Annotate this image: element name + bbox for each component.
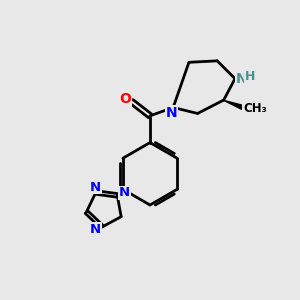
Text: O: O — [120, 92, 132, 106]
Text: N: N — [166, 106, 178, 119]
Text: N: N — [90, 181, 101, 194]
Polygon shape — [224, 100, 246, 111]
Text: CH₃: CH₃ — [243, 102, 267, 115]
Text: N: N — [119, 187, 130, 200]
Text: N: N — [236, 72, 248, 86]
Text: H: H — [245, 70, 255, 83]
Text: N: N — [90, 223, 101, 236]
